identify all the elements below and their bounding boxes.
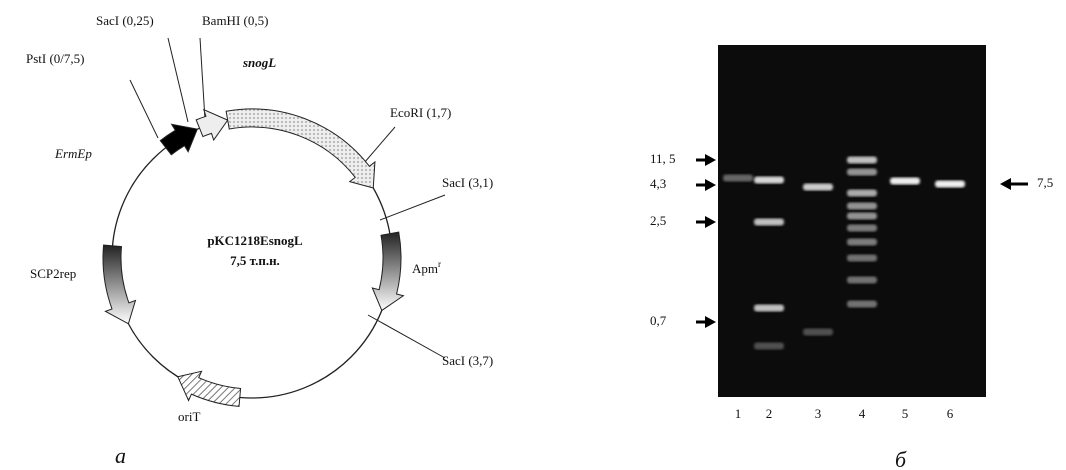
gene-label: SCP2rep xyxy=(30,266,76,281)
site-label: SacI (0,25) xyxy=(96,13,154,28)
figure: PstI (0/7,5) SacI (0,25) BamHI (0,5) Eco… xyxy=(0,0,1066,470)
gel-band xyxy=(890,178,920,185)
leader xyxy=(380,195,445,220)
gel-band xyxy=(754,219,784,226)
gel-band xyxy=(803,184,833,191)
gel-panel: 11, 5 4,3 2,5 0,7 7,5 б 1 2 3 4 5 6 xyxy=(650,45,1053,470)
marker-arrow xyxy=(696,154,716,166)
site-label: BamHI (0,5) xyxy=(202,13,268,28)
gene-label: Apm xyxy=(412,261,438,276)
marker-label: 11, 5 xyxy=(650,151,676,166)
marker-arrow xyxy=(696,316,716,328)
plasmid-map: PstI (0/7,5) SacI (0,25) BamHI (0,5) Eco… xyxy=(26,13,493,468)
leader xyxy=(368,315,445,358)
gel-band xyxy=(754,177,784,184)
gel-band xyxy=(935,181,965,188)
gel-band xyxy=(847,225,877,232)
marker-label: 4,3 xyxy=(650,176,666,191)
gel-band xyxy=(847,255,877,262)
lane-label: 5 xyxy=(902,406,909,421)
lane-label: 2 xyxy=(766,406,773,421)
lane-label: 1 xyxy=(735,406,742,421)
gel-band xyxy=(754,343,784,350)
panel-label: б xyxy=(895,447,907,470)
marker-arrow xyxy=(696,216,716,228)
plasmid-name: pKC1218EsnogL xyxy=(207,233,303,248)
gel-band xyxy=(847,203,877,210)
superscript: r xyxy=(438,259,441,269)
gene-arrow xyxy=(178,371,241,406)
gel-band xyxy=(847,277,877,284)
leader xyxy=(200,38,205,120)
marker-arrow xyxy=(696,179,716,191)
gene-arrow xyxy=(226,109,375,188)
plasmid-size: 7,5 т.п.н. xyxy=(230,253,280,268)
lane-label: 3 xyxy=(815,406,822,421)
gene-arrow xyxy=(196,110,228,140)
gene-label: snogL xyxy=(242,55,276,70)
gene-arrow xyxy=(160,124,197,154)
lane-label: 4 xyxy=(859,406,866,421)
gene-label: ErmEp xyxy=(54,146,92,161)
site-label: EcoRI (1,7) xyxy=(390,105,451,120)
gel-band xyxy=(847,213,877,220)
leader xyxy=(130,80,158,138)
lane-label: 6 xyxy=(947,406,954,421)
gene-label: Apmr xyxy=(412,259,441,276)
marker-label: 0,7 xyxy=(650,313,667,328)
gene-arrow xyxy=(372,232,403,310)
site-label: SacI (3,1) xyxy=(442,175,493,190)
site-label: SacI (3,7) xyxy=(442,353,493,368)
gel-band xyxy=(723,175,753,182)
site-label: PstI (0/7,5) xyxy=(26,51,85,66)
marker-arrow xyxy=(1000,178,1028,190)
marker-label: 2,5 xyxy=(650,213,666,228)
gel-band xyxy=(847,301,877,308)
gene-label: oriT xyxy=(178,409,200,424)
gel-band xyxy=(847,169,877,176)
gel-band xyxy=(847,239,877,246)
gel-band xyxy=(847,157,877,164)
gel-band xyxy=(754,305,784,312)
gel-band xyxy=(803,329,833,336)
gel-band xyxy=(847,190,877,197)
panel-label: а xyxy=(115,443,126,468)
leader xyxy=(168,38,188,122)
gene-arrow xyxy=(103,245,135,324)
marker-label: 7,5 xyxy=(1037,175,1053,190)
